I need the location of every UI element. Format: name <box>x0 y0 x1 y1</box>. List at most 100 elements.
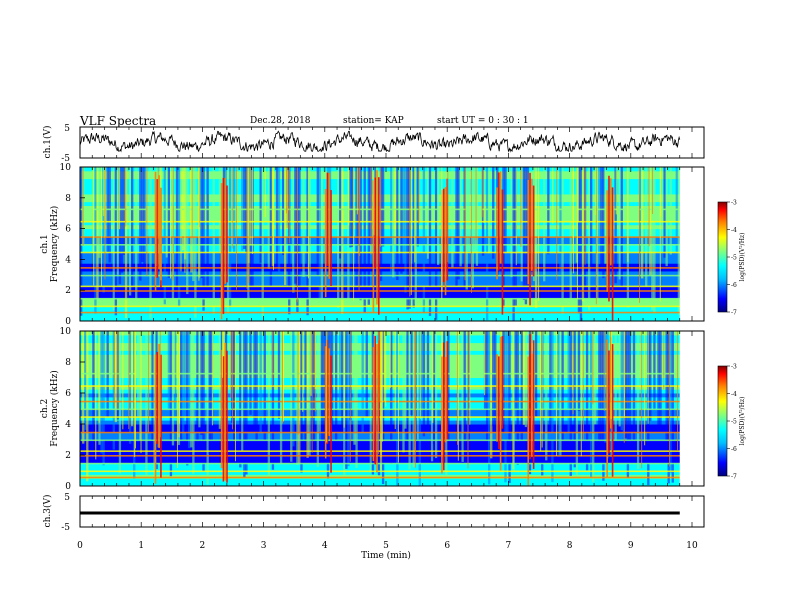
time-strip <box>545 331 548 461</box>
time-strip <box>402 167 405 259</box>
sferic-streak <box>419 331 421 419</box>
sferic-streak <box>128 331 130 430</box>
time-strip <box>269 167 273 286</box>
sferic-streak <box>627 167 629 262</box>
time-strip <box>416 167 419 247</box>
sferic-streak <box>469 331 471 425</box>
time-strip <box>143 167 146 272</box>
burst-mark <box>156 179 159 278</box>
burst-mark <box>611 187 614 321</box>
colorbar-tick-label: -6 <box>731 282 737 289</box>
time-strip <box>261 167 264 317</box>
time-strip <box>594 331 597 425</box>
time-strip <box>428 167 432 316</box>
sferic-streak <box>82 167 84 246</box>
sferic-streak <box>464 167 466 281</box>
time-strip <box>524 331 528 428</box>
time-strip <box>620 167 623 297</box>
burst-mark <box>328 173 331 279</box>
transmitter-line <box>80 416 692 418</box>
sferic-streak <box>595 167 597 305</box>
transmitter-line <box>80 285 692 288</box>
burst-mark <box>446 341 449 440</box>
station-label: station= KAP <box>343 116 404 126</box>
time-strip <box>145 331 148 477</box>
time-strip <box>351 167 354 247</box>
time-strip <box>267 331 271 478</box>
time-strip <box>432 331 436 445</box>
burst-mark <box>372 180 375 313</box>
burst-mark <box>158 343 160 449</box>
freq-band <box>80 286 692 291</box>
time-strip <box>577 331 581 412</box>
burst-mark <box>324 188 327 298</box>
sferic-streak <box>176 331 178 468</box>
time-strip <box>653 331 656 410</box>
time-strip <box>457 167 460 280</box>
time-strip <box>349 167 352 248</box>
sferic-streak <box>302 331 304 412</box>
time-strip <box>190 167 193 273</box>
time-strip <box>481 167 485 256</box>
x-tick-label: 4 <box>322 541 328 551</box>
burst-mark <box>529 172 531 306</box>
burst-mark <box>324 346 327 459</box>
sferic-streak <box>615 167 617 215</box>
colorbar-label: log(PSD)(V²/Hz) <box>739 397 746 446</box>
burst-mark <box>160 354 162 478</box>
colorbar-tick-label: -5 <box>731 419 737 426</box>
freq-band <box>80 209 692 214</box>
time-strip <box>341 167 344 314</box>
time-strip <box>149 167 152 319</box>
time-strip <box>653 167 656 314</box>
x-tick-label: 8 <box>567 541 573 551</box>
burst-mark <box>222 356 225 482</box>
time-strip <box>465 167 468 290</box>
colorbar-tick-label: -5 <box>731 255 737 262</box>
ch3-waveform-frame <box>79 495 705 528</box>
sferic-streak <box>409 167 411 297</box>
y-tick-label: 10 <box>60 163 72 173</box>
time-strip <box>561 167 564 314</box>
sferic-streak <box>170 167 172 279</box>
freq-band <box>80 220 692 226</box>
time-strip <box>437 167 440 265</box>
time-strip <box>618 331 621 427</box>
freq-band <box>80 443 692 448</box>
sferic-streak <box>311 331 313 453</box>
time-strip <box>355 167 358 287</box>
time-strip <box>614 167 617 284</box>
burst-mark <box>326 172 329 267</box>
sferic-streak <box>230 331 232 399</box>
time-strip <box>669 167 672 255</box>
time-strip <box>520 331 523 463</box>
time-strip <box>557 331 560 457</box>
time-strip <box>547 167 550 255</box>
freq-band <box>80 416 692 421</box>
transmitter-line <box>80 455 692 457</box>
time-strip <box>128 167 132 296</box>
x-tick-label: 0 <box>77 541 83 551</box>
time-strip <box>186 331 189 466</box>
time-strip <box>80 167 83 316</box>
sferic-streak <box>134 331 136 458</box>
sferic-streak <box>282 331 284 424</box>
sferic-streak <box>677 331 679 452</box>
time-strip <box>120 167 124 273</box>
time-strip <box>102 331 105 466</box>
time-strip <box>347 167 350 304</box>
time-strip <box>153 331 156 476</box>
freq-band <box>80 451 692 456</box>
time-strip <box>179 331 183 463</box>
time-strip <box>461 331 464 462</box>
sferic-streak <box>285 167 287 214</box>
time-strip <box>296 331 299 466</box>
burst-mark <box>499 336 502 471</box>
time-strip <box>94 167 97 314</box>
burst-mark <box>154 354 157 484</box>
freq-band <box>80 193 692 199</box>
transmitter-line <box>80 462 692 465</box>
sferic-streak <box>211 331 213 426</box>
time-strip <box>190 331 193 448</box>
time-strip <box>573 331 577 468</box>
